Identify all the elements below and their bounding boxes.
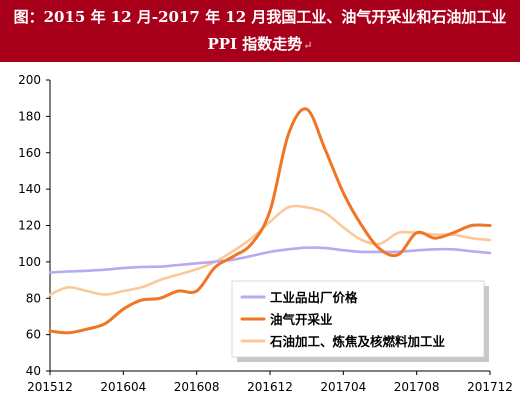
legend-label: 石油加工、炼焦及核燃料加工业: [269, 334, 446, 349]
x-tick-label: 201612: [247, 380, 293, 394]
x-tick-label: 201708: [394, 380, 440, 394]
y-tick-label: 40: [26, 364, 41, 378]
y-tick-label: 160: [18, 146, 41, 160]
y-tick-label: 180: [18, 109, 41, 123]
y-tick-label: 140: [18, 182, 41, 196]
x-tick-label: 201608: [174, 380, 220, 394]
y-tick-label: 120: [18, 219, 41, 233]
series-lines: [48, 107, 492, 335]
chart-title: 图：2015 年 12 月-2017 年 12 月我国工业、油气开采业和石油加工…: [13, 8, 507, 53]
legend-label: 工业品出厂价格: [270, 290, 358, 305]
title-bar: 图：2015 年 12 月-2017 年 12 月我国工业、油气开采业和石油加工…: [0, 0, 520, 62]
x-axis-ticks: 201512 201604 201608 201612 201704 201708 2017…: [27, 371, 513, 394]
series-line-industrial-ppi: [48, 246, 492, 274]
y-tick-label: 80: [26, 291, 41, 305]
return-mark-icon: ↵: [303, 39, 313, 52]
y-axis-ticks: 40 60 80 100 120 140 160 180 200: [18, 73, 50, 378]
y-tick-label: 200: [18, 73, 41, 87]
legend-label: 油气开采业: [270, 312, 333, 327]
legend-box: [231, 280, 485, 358]
x-tick-label: 201512: [27, 380, 73, 394]
series-line-oil-gas-extraction: [48, 107, 492, 335]
x-tick-label: 201712: [467, 380, 513, 394]
y-tick-label: 100: [18, 255, 41, 269]
x-tick-label: 201704: [320, 380, 366, 394]
x-tick-label: 201604: [100, 380, 146, 394]
y-tick-label: 60: [26, 328, 41, 342]
